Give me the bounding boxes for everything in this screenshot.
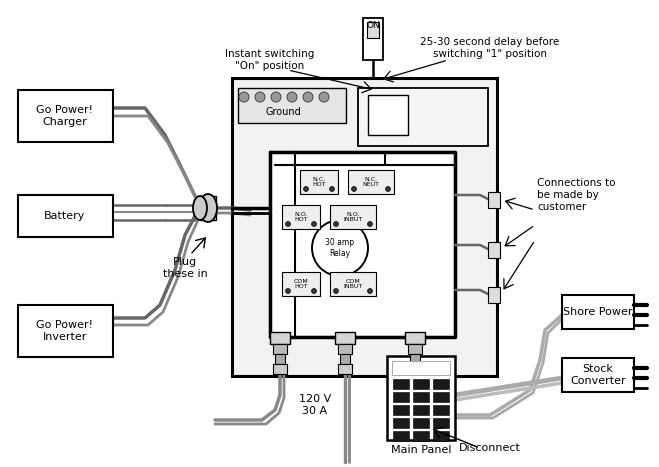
Bar (300, 170, 338, 194)
Circle shape (303, 92, 313, 102)
Circle shape (333, 221, 339, 226)
Circle shape (333, 289, 339, 293)
Circle shape (285, 221, 291, 226)
Bar (348, 170, 394, 194)
Circle shape (271, 92, 281, 102)
Bar (200, 196, 216, 220)
Bar (393, 379, 409, 389)
Text: COM
HOT: COM HOT (294, 279, 308, 290)
Bar (275, 354, 285, 364)
Bar (562, 358, 634, 392)
Circle shape (285, 289, 291, 293)
Bar (270, 152, 455, 337)
Bar (330, 205, 376, 229)
Text: Battery: Battery (44, 211, 86, 221)
Bar (393, 418, 409, 428)
Text: Stock
Converter: Stock Converter (570, 364, 626, 386)
Text: Main Panel: Main Panel (391, 445, 451, 455)
Bar (433, 431, 449, 441)
Text: 25-30 second delay before
switching "1" position: 25-30 second delay before switching "1" … (420, 37, 559, 59)
Bar (413, 431, 429, 441)
Bar (18, 90, 113, 142)
Bar (338, 364, 352, 374)
Bar (488, 287, 500, 303)
Bar (368, 95, 408, 135)
Bar (405, 332, 425, 344)
Circle shape (386, 186, 391, 191)
Bar (413, 392, 429, 402)
Text: Disconnect: Disconnect (459, 443, 521, 453)
Circle shape (255, 92, 265, 102)
Bar (282, 272, 320, 296)
Bar (413, 405, 429, 415)
Bar (393, 392, 409, 402)
Bar (18, 195, 113, 237)
Circle shape (304, 186, 308, 191)
Bar (392, 361, 450, 375)
Ellipse shape (193, 196, 207, 220)
Text: Go Power!
Charger: Go Power! Charger (36, 105, 94, 127)
Text: Go Power!
Inverter: Go Power! Inverter (36, 320, 94, 342)
Bar (338, 344, 352, 354)
Text: COM
INBUT: COM INBUT (343, 279, 362, 290)
Bar (358, 88, 488, 146)
Bar (363, 18, 383, 60)
Text: Plug
these in: Plug these in (163, 257, 208, 279)
Circle shape (330, 186, 335, 191)
Bar (273, 344, 287, 354)
Circle shape (319, 92, 329, 102)
Bar (330, 272, 376, 296)
Bar (413, 379, 429, 389)
Bar (433, 418, 449, 428)
Circle shape (287, 92, 297, 102)
Text: Shore Power: Shore Power (563, 307, 633, 317)
Bar (387, 356, 455, 440)
Bar (408, 344, 422, 354)
Text: N.C.
NEUT: N.C. NEUT (362, 177, 380, 187)
Bar (340, 354, 350, 364)
Bar (18, 305, 113, 357)
Bar (408, 364, 422, 374)
Text: Connections to
be made by
customer: Connections to be made by customer (537, 178, 616, 212)
Text: N.C.
HOT: N.C. HOT (312, 177, 326, 187)
Bar (282, 205, 320, 229)
Bar (367, 22, 379, 38)
Text: 120 V
30 A: 120 V 30 A (299, 394, 331, 416)
Circle shape (368, 221, 372, 226)
Circle shape (368, 289, 372, 293)
Circle shape (351, 186, 357, 191)
Bar (433, 379, 449, 389)
Text: ON: ON (366, 21, 380, 30)
Bar (270, 332, 290, 344)
Text: Ground: Ground (265, 107, 301, 117)
Circle shape (312, 221, 316, 226)
Bar (562, 295, 634, 329)
Text: 30 amp
Relay: 30 amp Relay (326, 238, 355, 258)
Bar (238, 88, 346, 123)
Circle shape (239, 92, 249, 102)
Bar (393, 405, 409, 415)
Text: N.O.
INBUT: N.O. INBUT (343, 212, 362, 222)
Bar (488, 242, 500, 258)
Bar (273, 364, 287, 374)
Bar (393, 431, 409, 441)
Circle shape (312, 220, 368, 276)
Bar (232, 78, 497, 376)
Bar (433, 405, 449, 415)
Bar (410, 354, 420, 364)
Text: Instant switching
"On" position: Instant switching "On" position (225, 49, 315, 71)
Bar (488, 192, 500, 208)
Bar (433, 392, 449, 402)
Bar (335, 332, 355, 344)
Bar (413, 418, 429, 428)
Ellipse shape (199, 194, 217, 222)
Text: N.O.
HOT: N.O. HOT (294, 212, 308, 222)
Circle shape (312, 289, 316, 293)
